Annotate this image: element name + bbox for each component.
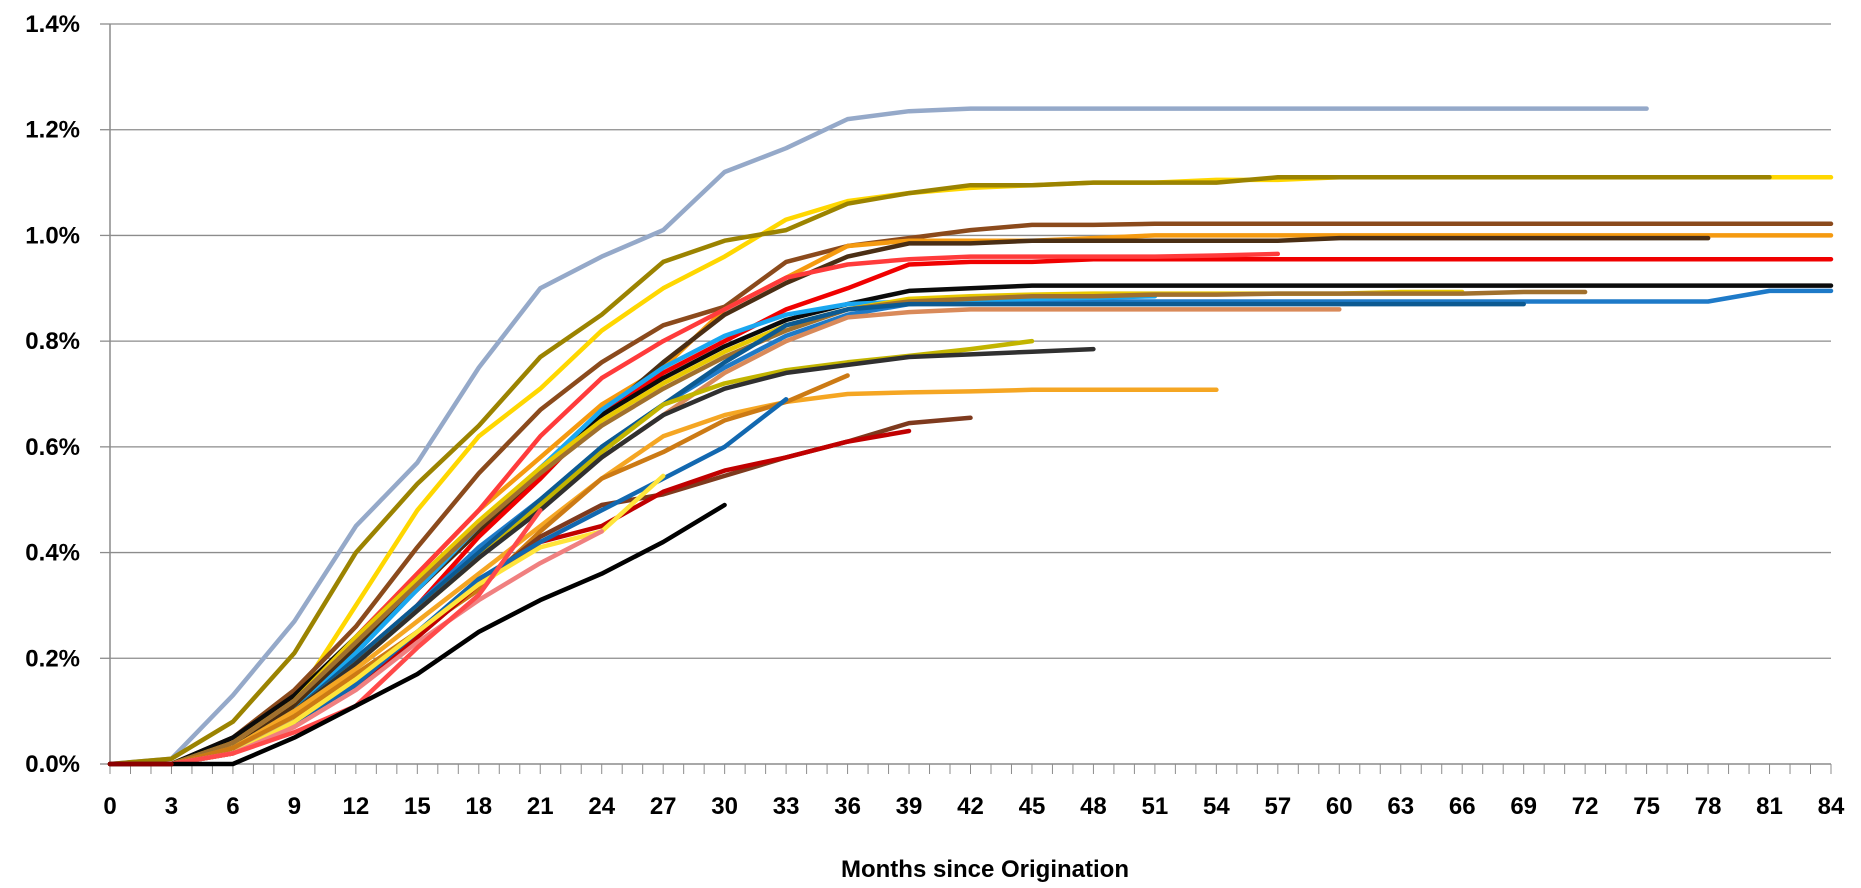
series-line-19 [107,373,850,767]
y-tick-label: 0.0% [25,751,80,778]
x-tick-label: 54 [1203,793,1230,820]
y-tick-label: 0.8% [25,328,80,355]
series-lines [107,106,1834,767]
x-tick-label: 21 [527,793,554,820]
y-tick-label: 1.0% [25,222,80,249]
y-tick-label: 1.2% [25,117,80,144]
x-tick-label: 30 [711,793,738,820]
x-tick-label: 36 [834,793,861,820]
x-tick-label: 75 [1633,793,1660,820]
x-tick-label: 39 [896,793,923,820]
x-tick-label: 6 [226,793,239,820]
series-line-14 [107,301,1526,767]
x-tick-label: 66 [1449,793,1476,820]
x-tick-label: 27 [650,793,677,820]
x-tick-label: 57 [1264,793,1291,820]
y-tick-label: 0.4% [25,540,80,567]
y-tick-label: 0.2% [25,645,80,672]
series-line-3 [107,175,1772,767]
series-line-26 [107,502,727,767]
x-tick-label: 60 [1326,793,1353,820]
axes [100,23,1832,774]
x-tick-label: 45 [1019,793,1046,820]
x-tick-label: 69 [1510,793,1537,820]
x-tick-label: 18 [465,793,492,820]
x-tick-label: 51 [1142,793,1169,820]
x-tick-label: 81 [1756,793,1783,820]
gridlines [110,23,1831,659]
x-axis-title: Months since Origination [841,856,1129,883]
x-tick-label: 48 [1080,793,1107,820]
x-tick-label: 63 [1387,793,1414,820]
y-tick-labels: 0.0% 0.2% 0.4% 0.6% 0.8% 1.0% 1.2% 1.4% [25,11,80,778]
x-tick-label: 9 [288,793,301,820]
series-line-1 [107,106,1649,767]
y-tick-label: 1.4% [25,11,80,38]
series-line-5 [107,233,1834,767]
x-tick-label: 72 [1572,793,1599,820]
x-tick-label: 12 [343,793,370,820]
series-line-4 [107,221,1834,767]
series-line-18 [107,387,1219,767]
x-tick-label: 0 [103,793,116,820]
x-tick-label: 24 [588,793,615,820]
x-tick-label: 3 [165,793,178,820]
y-tick-label: 0.6% [25,434,80,461]
series-line-11 [107,293,1158,767]
x-tick-labels: 0 3 6 9 12 15 18 21 24 27 30 33 36 39 42 45 48 51 54 57 60 63… [103,793,1845,820]
series-line-6 [107,235,1711,767]
x-tick-label: 84 [1818,793,1845,820]
x-tick-label: 15 [404,793,431,820]
x-tick-label: 42 [957,793,984,820]
series-line-8 [107,251,1281,767]
x-tick-label: 78 [1695,793,1722,820]
x-tick-label: 33 [773,793,800,820]
